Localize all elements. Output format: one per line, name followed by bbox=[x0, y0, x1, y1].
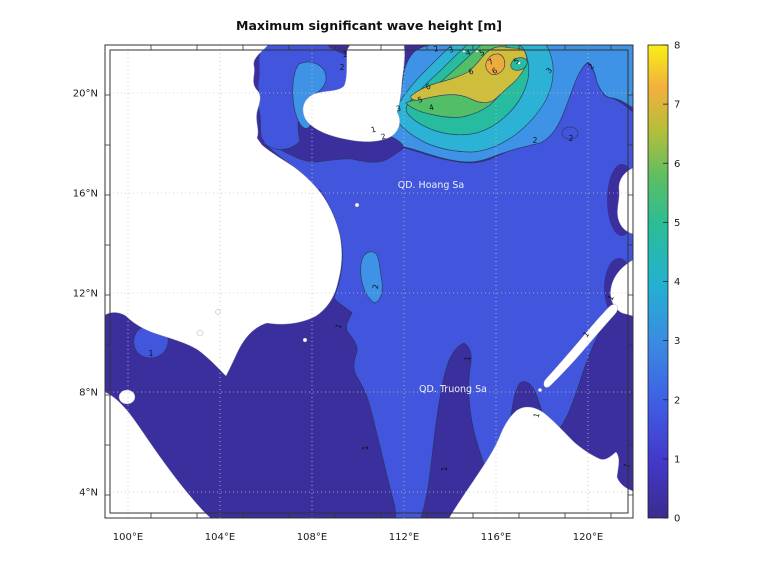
map-frame bbox=[104, 44, 634, 519]
place-label: QD. Truong Sa bbox=[419, 384, 487, 395]
contour-label: 1 bbox=[440, 466, 449, 471]
island-speck-1 bbox=[215, 309, 221, 315]
sea-band-1-2 bbox=[261, 62, 633, 518]
colorbar-tick-label: 1 bbox=[674, 454, 680, 465]
colorbar-ticks: 0 1 2 3 4 5 6 7 8 bbox=[663, 41, 680, 525]
contour-label: 6 bbox=[424, 82, 432, 92]
place-label: QD. Hoang Sa bbox=[398, 180, 465, 191]
sea-band-1-2-closed-blob bbox=[561, 126, 579, 140]
contour-label: 2 bbox=[533, 136, 538, 145]
x-tick-label: 116°E bbox=[481, 532, 511, 543]
colorbar-tick-label: 8 bbox=[674, 41, 680, 52]
contour-label: 2 bbox=[380, 132, 387, 142]
contour-label: 1 bbox=[334, 322, 344, 330]
contour-label: 3 bbox=[544, 66, 554, 76]
land-luzon-south bbox=[610, 259, 633, 317]
contour-label: 4 bbox=[428, 103, 435, 113]
contour-label: 1 bbox=[149, 349, 154, 358]
x-tick-label: 120°E bbox=[573, 532, 603, 543]
annotation-layer: QD. Hoang Sa QD. Truong Sa bbox=[398, 180, 487, 395]
contour-label: 1 bbox=[606, 293, 616, 302]
y-tick-label: 12°N bbox=[73, 289, 98, 300]
contour-label: 1 bbox=[370, 125, 377, 135]
land-peninsula-islet bbox=[118, 389, 136, 405]
contour-label: 1 bbox=[581, 330, 591, 340]
colorbar-tick-label: 6 bbox=[674, 159, 680, 170]
island-speck-3 bbox=[302, 337, 308, 343]
contour-label: 2 bbox=[340, 63, 345, 72]
axis-tick-labels: 100°E 104°E 108°E 112°E 116°E 120°E20°N16°N12… bbox=[73, 89, 603, 544]
island-paracel-speck bbox=[354, 202, 360, 208]
contour-label: 2 bbox=[371, 283, 381, 289]
sea-band-2-3-coastal-patch bbox=[360, 251, 383, 304]
x-tick-label: 104°E bbox=[205, 532, 235, 543]
y-tick-label: 4°N bbox=[79, 488, 98, 499]
contour-label: 1 bbox=[343, 50, 348, 59]
colorbar-tick-label: 4 bbox=[674, 277, 680, 288]
contour-label: 5 bbox=[512, 56, 522, 66]
colorbar-tick-label: 0 bbox=[674, 514, 680, 525]
land-palawan bbox=[543, 304, 618, 388]
land-borneo bbox=[448, 406, 633, 518]
land-luzon-north bbox=[617, 167, 633, 235]
chart-title: Maximum significant wave height [m] bbox=[236, 18, 502, 33]
sea-band-7-8-core bbox=[485, 53, 506, 75]
contour-label: 6 bbox=[467, 67, 475, 77]
y-tick-label: 20°N bbox=[73, 89, 98, 100]
contour-label: 4 bbox=[464, 48, 472, 58]
x-tick-label: 108°E bbox=[297, 532, 327, 543]
contour-label: 6 bbox=[490, 66, 499, 76]
contour-band-layer bbox=[105, 45, 633, 518]
colorbar-tick-label: 3 bbox=[674, 336, 680, 347]
contour-label: 1 bbox=[361, 445, 370, 450]
x-tick-label: 112°E bbox=[389, 532, 419, 543]
contour-label: 5 bbox=[416, 95, 424, 105]
y-tick-label: 16°N bbox=[73, 189, 98, 200]
contour-label: 2 bbox=[432, 44, 440, 54]
contour-label: 3 bbox=[395, 104, 401, 114]
contour-label: 1 bbox=[622, 461, 632, 470]
colorbar-tick-label: 7 bbox=[674, 100, 680, 111]
island-speck-2 bbox=[196, 329, 204, 337]
island-speck-eye bbox=[517, 61, 521, 65]
land-malay-peninsula bbox=[105, 391, 211, 518]
contour-label: 2 bbox=[586, 62, 596, 72]
contour-label: 1 bbox=[532, 412, 542, 419]
contour-label: 1 bbox=[463, 355, 473, 361]
land-indochina-mainland bbox=[105, 45, 342, 377]
contour-label: 5 bbox=[478, 48, 486, 58]
graticule-grid bbox=[105, 45, 633, 518]
colorbar-tick-label: 5 bbox=[674, 218, 680, 229]
contour-label: 7 bbox=[486, 57, 495, 67]
contour-label: 2 bbox=[569, 134, 574, 143]
x-tick-label: 100°E bbox=[113, 532, 143, 543]
island-speck-palawan-sw bbox=[538, 388, 542, 392]
y-tick-label: 8°N bbox=[79, 388, 98, 399]
colorbar-tick-label: 2 bbox=[674, 395, 680, 406]
